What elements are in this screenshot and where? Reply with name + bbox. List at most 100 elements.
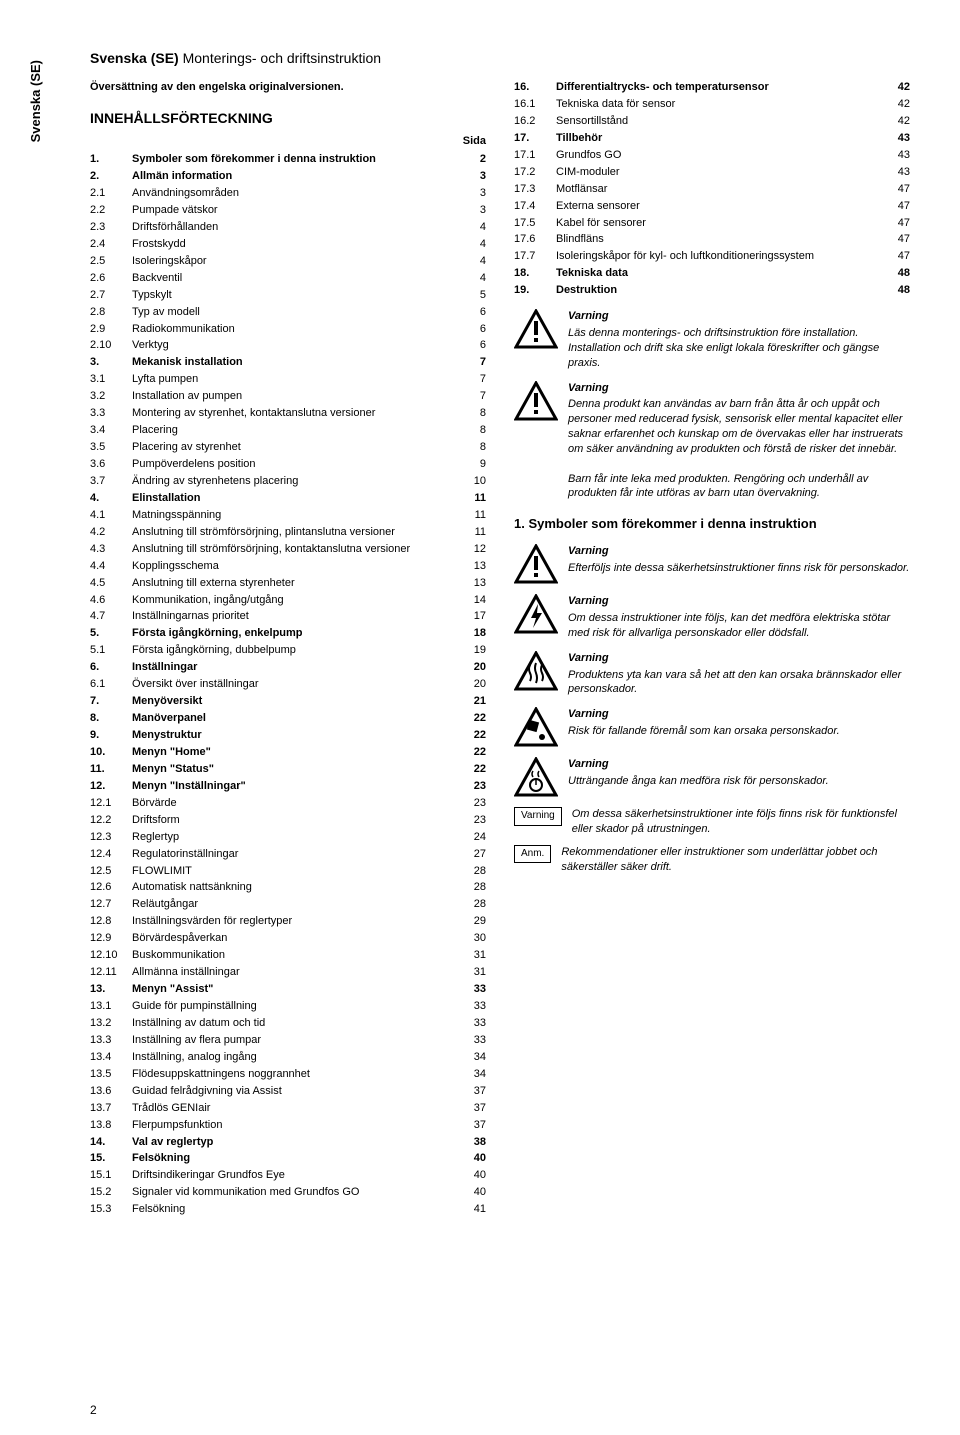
- toc-title: Lyfta pumpen: [132, 372, 454, 388]
- toc-page: 8: [462, 440, 486, 456]
- toc-page: 6: [462, 305, 486, 321]
- toc-row: 12.11 Allmänna inställningar 31: [90, 965, 486, 981]
- toc-row: 12.3 Reglertyp 24: [90, 830, 486, 846]
- toc-title: Driftsform: [132, 813, 454, 829]
- toc-row: 12.7 Reläutgångar 28: [90, 897, 486, 913]
- toc-page: 37: [462, 1118, 486, 1134]
- toc-row: 2.7 Typskylt 5: [90, 288, 486, 304]
- toc-row: 13.1 Guide för pumpinställning 33: [90, 999, 486, 1015]
- side-language-tab: Svenska (SE): [28, 60, 43, 142]
- toc-page: 34: [462, 1067, 486, 1083]
- toc-title: Tekniska data: [556, 266, 878, 282]
- toc-row: 2.2 Pumpade vätskor 3: [90, 203, 486, 219]
- toc-row: 2.4 Frostskydd 4: [90, 237, 486, 253]
- toc-number: 13.7: [90, 1101, 124, 1117]
- toc-row: 6.1 Översikt över inställningar 20: [90, 677, 486, 693]
- toc-number: 6.1: [90, 677, 124, 693]
- toc-number: 4.1: [90, 508, 124, 524]
- toc-page: 40: [462, 1151, 486, 1167]
- toc-number: 13.2: [90, 1016, 124, 1032]
- toc-page: 33: [462, 1033, 486, 1049]
- toc-page: 41: [462, 1202, 486, 1218]
- toc-page: 37: [462, 1101, 486, 1117]
- toc-number: 2.6: [90, 271, 124, 287]
- toc-title: Flödesuppskattningens noggrannhet: [132, 1067, 454, 1083]
- toc-row: 17.7 Isoleringskåpor för kyl- och luftko…: [514, 249, 910, 265]
- toc-number: 7.: [90, 694, 124, 710]
- toc-row: 15. Felsökning 40: [90, 1151, 486, 1167]
- toc-title: Destruktion: [556, 283, 878, 299]
- toc-title: Installation av pumpen: [132, 389, 454, 405]
- toc-number: 2.1: [90, 186, 124, 202]
- toc-title: Tillbehör: [556, 131, 878, 147]
- toc-number: 15.1: [90, 1168, 124, 1184]
- toc-title: Buskommunikation: [132, 948, 454, 964]
- toc-row: 12.8 Inställningsvärden för reglertyper …: [90, 914, 486, 930]
- toc-title: Placering: [132, 423, 454, 439]
- toc-row: 4. Elinstallation 11: [90, 491, 486, 507]
- toc-number: 15.2: [90, 1185, 124, 1201]
- toc-title: Motflänsar: [556, 182, 878, 198]
- toc-number: 17.5: [514, 216, 548, 232]
- toc-title: Signaler vid kommunikation med Grundfos …: [132, 1185, 454, 1201]
- toc-number: 3.7: [90, 474, 124, 490]
- warning-triangle-icon: [514, 544, 558, 584]
- toc-page: 47: [886, 232, 910, 248]
- toc-page: 6: [462, 338, 486, 354]
- toc-title: Menystruktur: [132, 728, 454, 744]
- toc-page: 5: [462, 288, 486, 304]
- toc-row: 5.1 Första igångkörning, dubbelpump 19: [90, 643, 486, 659]
- toc-title: Montering av styrenhet, kontaktanslutna …: [132, 406, 454, 422]
- toc-row: 17. Tillbehör 43: [514, 131, 910, 147]
- toc-page: 10: [462, 474, 486, 490]
- toc-number: 3.6: [90, 457, 124, 473]
- toc-number: 2.2: [90, 203, 124, 219]
- toc-page: 22: [462, 762, 486, 778]
- toc-title: Kopplingsschema: [132, 559, 454, 575]
- toc-title: Inställning av datum och tid: [132, 1016, 454, 1032]
- toc-number: 6.: [90, 660, 124, 676]
- toc-number: 2.: [90, 169, 124, 185]
- toc-title: Första igångkörning, dubbelpump: [132, 643, 454, 659]
- toc-title: Val av reglertyp: [132, 1135, 454, 1151]
- toc-page: 4: [462, 254, 486, 270]
- toc-row: 3.6 Pumpöverdelens position 9: [90, 457, 486, 473]
- toc-page: 9: [462, 457, 486, 473]
- toc-title: Användningsområden: [132, 186, 454, 202]
- toc-row: 12.1 Börvärde 23: [90, 796, 486, 812]
- toc-number: 13.6: [90, 1084, 124, 1100]
- toc-number: 4.2: [90, 525, 124, 541]
- sida-label: Sida: [463, 134, 486, 150]
- toc-page: 23: [462, 813, 486, 829]
- toc-number: 10.: [90, 745, 124, 761]
- toc-page: 33: [462, 982, 486, 998]
- toc-row: 3.7 Ändring av styrenhetens placering 10: [90, 474, 486, 490]
- toc-title: Kabel för sensorer: [556, 216, 878, 232]
- toc-row: 13. Menyn "Assist" 33: [90, 982, 486, 998]
- toc-page: 11: [462, 508, 486, 524]
- toc-row: 4.3 Anslutning till strömförsörjning, ko…: [90, 542, 486, 558]
- toc-number: 17.2: [514, 165, 548, 181]
- toc-number: 2.9: [90, 322, 124, 338]
- toc-row: 2.5 Isoleringskåpor 4: [90, 254, 486, 270]
- toc-page: 22: [462, 711, 486, 727]
- toc-number: 12.5: [90, 864, 124, 880]
- toc-number: 19.: [514, 283, 548, 299]
- toc-number: 15.3: [90, 1202, 124, 1218]
- toc-page: 47: [886, 216, 910, 232]
- toc-number: 15.: [90, 1151, 124, 1167]
- toc-number: 14.: [90, 1135, 124, 1151]
- left-column: Översättning av den engelska originalver…: [90, 80, 486, 1219]
- toc-number: 13.: [90, 982, 124, 998]
- toc-row: 3.1 Lyfta pumpen 7: [90, 372, 486, 388]
- warning-triangle-icon: [514, 651, 558, 691]
- warning-triangle-icon: [514, 309, 558, 349]
- toc-page: 28: [462, 897, 486, 913]
- toc-title: Matningsspänning: [132, 508, 454, 524]
- warning-text: VarningProduktens yta kan vara så het at…: [568, 651, 910, 698]
- toc-row: 3. Mekanisk installation 7: [90, 355, 486, 371]
- toc-title: Anslutning till strömförsörjning, plinta…: [132, 525, 454, 541]
- toc-row: 19. Destruktion 48: [514, 283, 910, 299]
- toc-row: 2.3 Driftsförhållanden 4: [90, 220, 486, 236]
- toc-row: 13.6 Guidad felrådgivning via Assist 37: [90, 1084, 486, 1100]
